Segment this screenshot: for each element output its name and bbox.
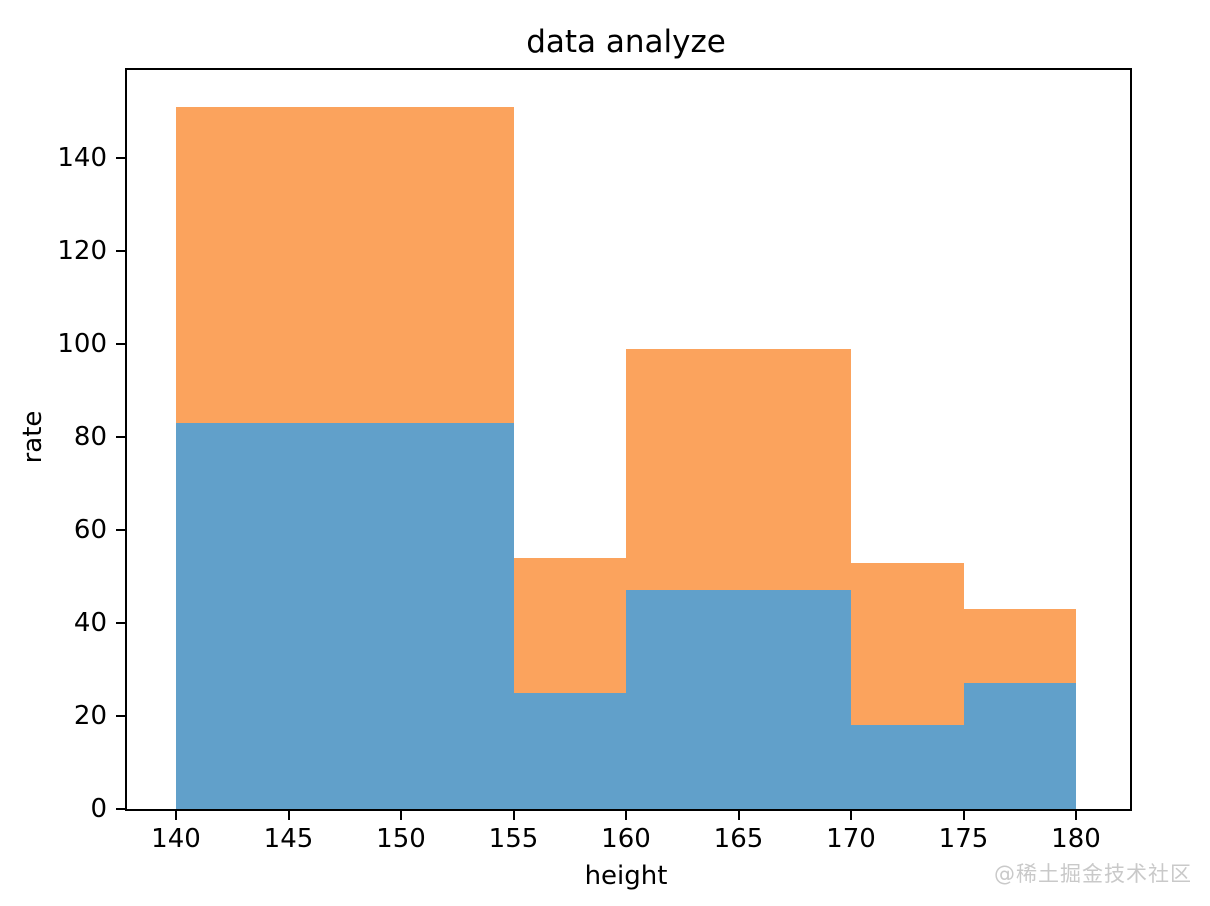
bar-orange-bin-140-155: [176, 106, 514, 423]
y-tick-mark-140: [116, 156, 125, 159]
bar-blue-bin-170-175: [851, 725, 964, 809]
bar-orange-bin-170-175: [851, 562, 964, 726]
x-tick-mark-165: [737, 811, 740, 820]
y-tick-label-120: 120: [57, 235, 107, 266]
x-tick-mark-145: [287, 811, 290, 820]
x-tick-label-175: 175: [938, 824, 989, 854]
x-tick-mark-150: [400, 811, 402, 820]
x-axis-label: height: [584, 861, 668, 891]
y-axis-label: rate: [18, 410, 48, 464]
y-tick-label-140: 140: [57, 142, 107, 173]
y-tick-label-80: 80: [73, 421, 107, 452]
y-tick-mark-20: [116, 715, 125, 717]
bar-blue-bin-140-155: [176, 423, 514, 809]
x-tick-mark-140: [175, 811, 177, 820]
x-tick-mark-170: [850, 811, 852, 820]
y-tick-mark-100: [116, 342, 125, 345]
y-tick-label-0: 0: [90, 794, 107, 824]
x-tick-mark-160: [625, 811, 627, 820]
x-tick-label-145: 145: [263, 824, 314, 854]
bar-blue-bin-155-160: [513, 692, 626, 809]
y-tick-mark-120: [116, 249, 125, 252]
y-tick-mark-40: [116, 622, 125, 624]
y-tick-mark-80: [116, 435, 125, 438]
y-tick-mark-0: [116, 808, 125, 810]
bar-orange-bin-155-160: [513, 557, 626, 693]
x-tick-label-165: 165: [713, 824, 764, 854]
chart-title: data analyze: [526, 24, 726, 60]
watermark-text: @稀土掘金技术社区: [994, 862, 1192, 886]
x-tick-mark-155: [512, 811, 515, 820]
bar-blue-bin-175-180: [963, 683, 1076, 809]
y-tick-label-20: 20: [73, 701, 107, 731]
plot-area: 140 145 150 155 160 165 170 175 180 0 20 40 60 80 100 1…: [57, 68, 1132, 854]
x-tick-label-170: 170: [826, 824, 876, 854]
x-tick-label-180: 180: [1051, 824, 1101, 854]
bar-blue-bin-160-170: [626, 590, 851, 809]
x-tick-label-140: 140: [151, 824, 201, 854]
x-tick-label-150: 150: [376, 824, 426, 854]
y-tick-label-60: 60: [73, 515, 107, 545]
bar-orange-bin-160-170: [626, 348, 851, 591]
y-tick-label-40: 40: [73, 608, 107, 638]
y-tick-label-100: 100: [57, 328, 107, 359]
y-tick-mark-60: [116, 529, 125, 531]
x-tick-label-160: 160: [601, 824, 651, 854]
bar-orange-bin-175-180: [963, 609, 1076, 684]
x-tick-mark-175: [962, 811, 965, 820]
x-tick-mark-180: [1075, 811, 1077, 820]
x-tick-label-155: 155: [488, 824, 539, 854]
